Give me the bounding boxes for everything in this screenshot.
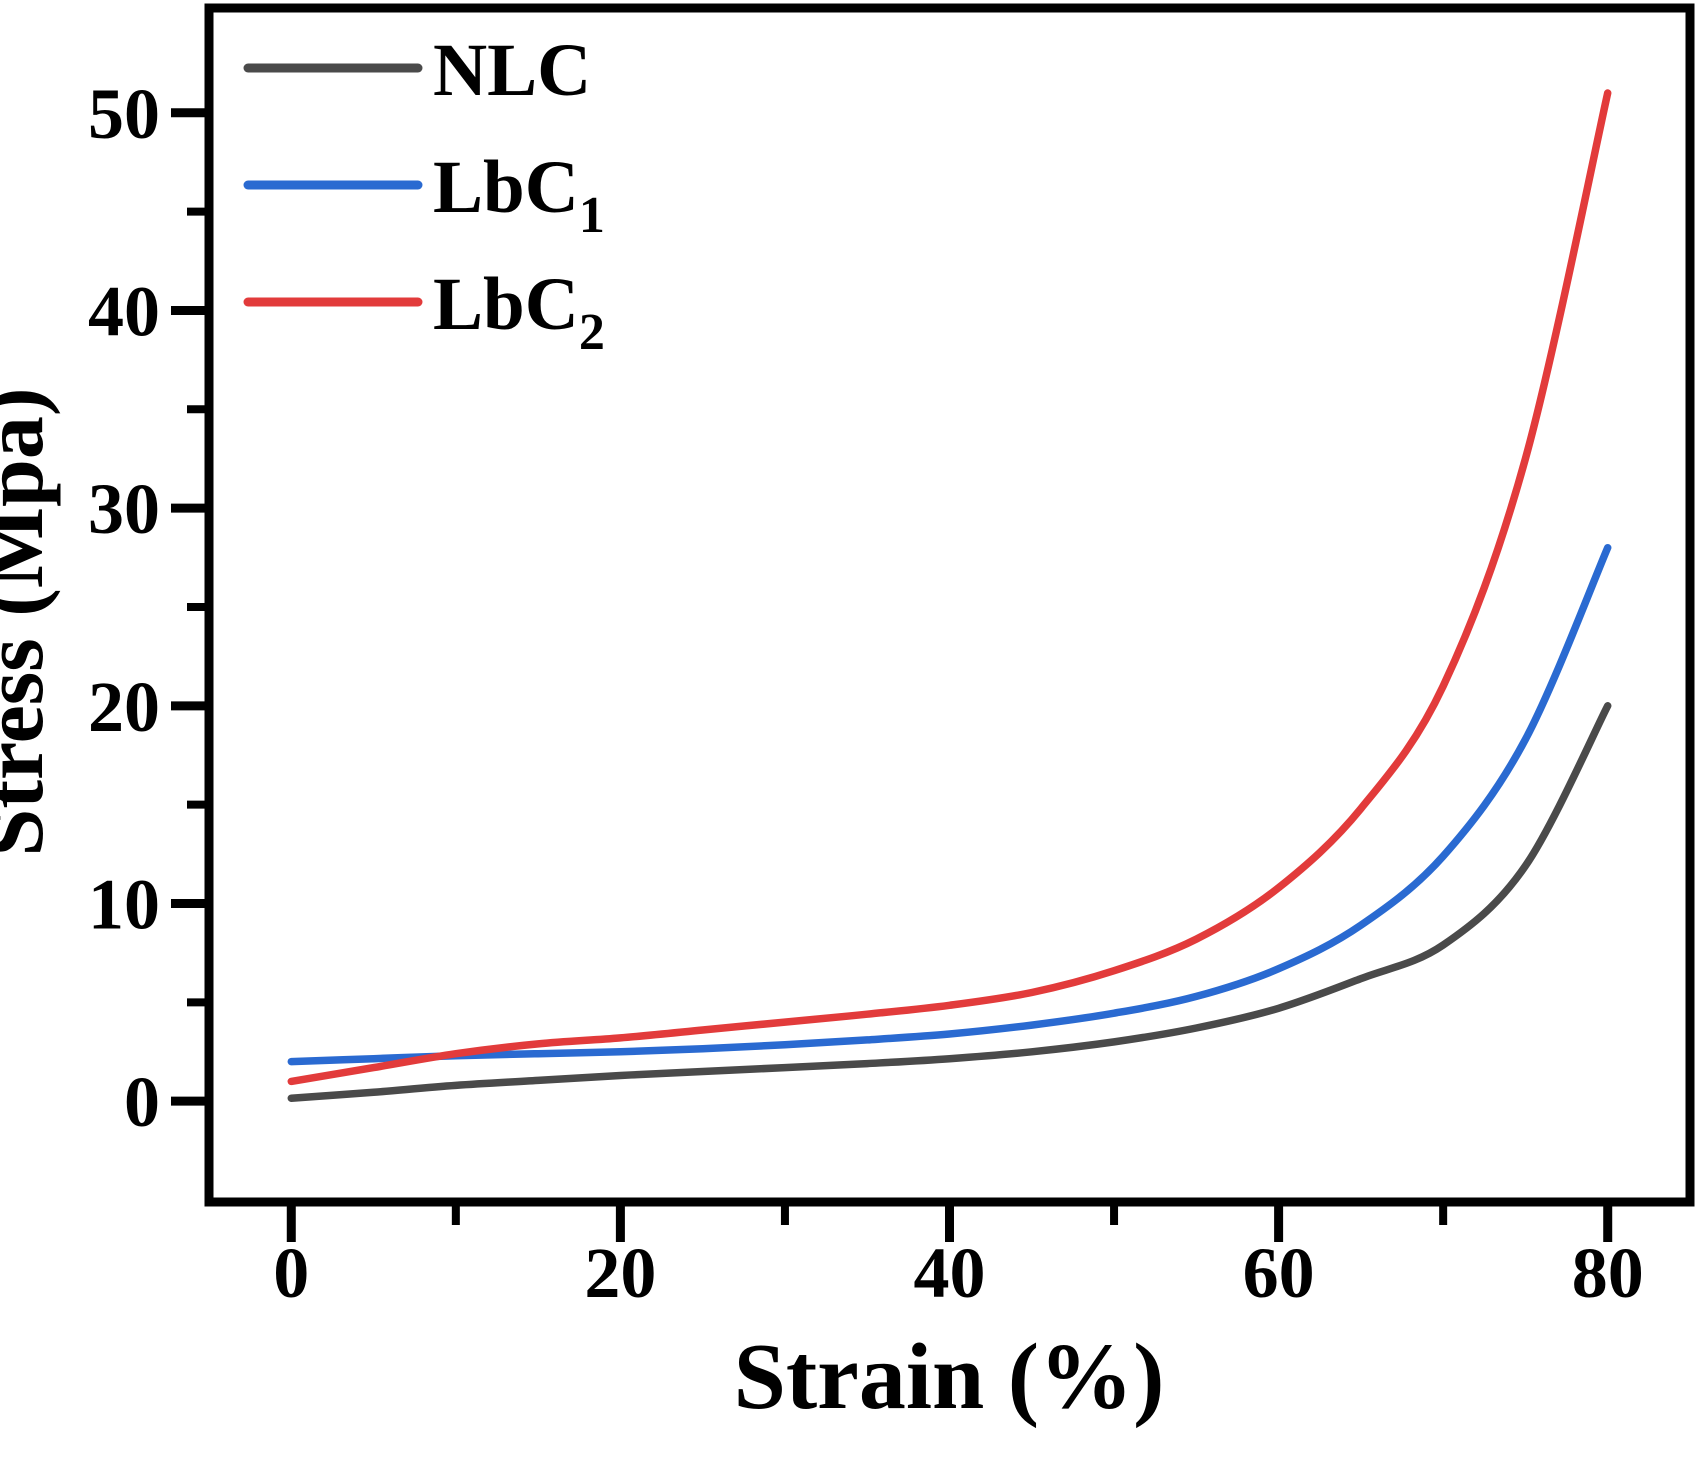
x-tick-label: 0	[273, 1233, 309, 1313]
plot-frame	[204, 3, 1695, 1207]
axis-tick-labels: 0 20 40 60 80 0 10 20 30 40 50	[88, 74, 1644, 1313]
y-tick-label: 50	[88, 74, 160, 154]
y-axis-title: Stress (Mpa)	[0, 388, 61, 857]
y-tick-label: 20	[88, 667, 160, 747]
legend-label-NLC: NLC	[433, 29, 591, 112]
x-axis-title: Strain (%)	[734, 1325, 1165, 1429]
legend: NLC LbC1 LbC2	[243, 29, 605, 361]
x-tick-label: 20	[584, 1233, 656, 1313]
data-curves	[287, 89, 1612, 1102]
curve-NLC	[287, 702, 1612, 1102]
x-tick-label: 60	[1243, 1233, 1315, 1313]
curve-LbC2	[287, 89, 1612, 1086]
y-tick-label: 40	[88, 271, 160, 351]
curve-LbC1	[287, 543, 1612, 1066]
legend-label-LbC2: LbC2	[433, 263, 605, 361]
y-tick-label: 30	[88, 469, 160, 549]
y-tick-label: 0	[124, 1062, 160, 1142]
x-tick-label: 40	[914, 1233, 986, 1313]
legend-label-LbC1: LbC1	[433, 146, 605, 244]
axis-ticks	[171, 108, 1613, 1242]
y-tick-label: 10	[88, 865, 160, 945]
x-tick-label: 80	[1572, 1233, 1644, 1313]
